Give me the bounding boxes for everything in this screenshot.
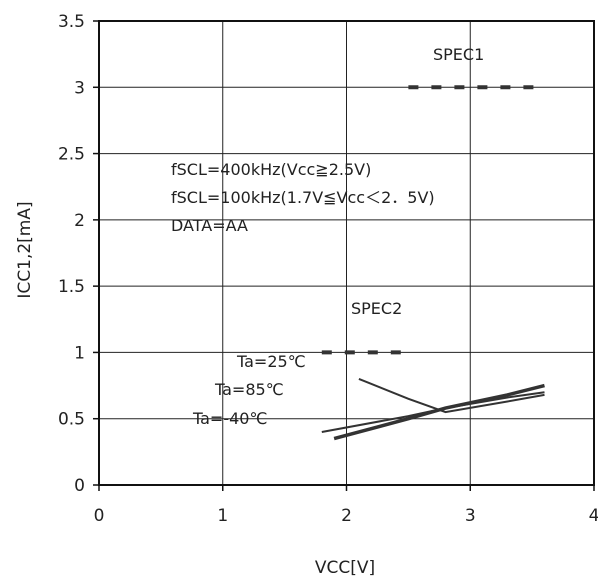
series-layer <box>321 85 545 441</box>
y-tick-label: 0 <box>74 476 85 496</box>
x-tick-label: 4 <box>589 506 598 526</box>
label-ta-85: Ta=85℃ <box>214 380 284 399</box>
x-axis-label: VCC[V] <box>315 558 375 578</box>
annotation-fscl-100: fSCL=100kHz(1.7V≦Vcc＜2．5V) <box>171 188 435 207</box>
label-spec2: SPEC2 <box>351 299 402 318</box>
series-ta-85 <box>333 383 545 441</box>
x-tick-label: 1 <box>217 506 228 526</box>
y-tick-label: 2 <box>74 211 85 231</box>
y-ticks: 0 0.5 1 1.5 2 2.5 3 3.5 <box>58 12 99 496</box>
annotation-fscl-400: fSCL=400kHz(Vcc≧2.5V) <box>171 160 371 179</box>
y-tick-label: 3.5 <box>58 12 85 32</box>
y-tick-label: 3 <box>74 78 85 98</box>
label-ta-minus-40: Ta=-40℃ <box>192 409 267 428</box>
x-tick-label: 0 <box>94 506 105 526</box>
label-spec1: SPEC1 <box>433 45 484 64</box>
grid <box>99 21 594 485</box>
y-tick-label: 1.5 <box>58 277 85 297</box>
label-ta-25: Ta=25℃ <box>236 352 306 371</box>
series-ta-minus-40 <box>358 377 545 414</box>
x-ticks: 0 1 2 3 4 <box>94 485 598 526</box>
y-tick-label: 1 <box>74 343 85 363</box>
x-tick-label: 3 <box>465 506 476 526</box>
y-tick-label: 2.5 <box>58 145 85 165</box>
y-tick-label: 0.5 <box>58 410 85 430</box>
y-axis-label: ICC1,2[mA] <box>15 201 35 298</box>
annotation-data: DATA=AA <box>171 216 248 235</box>
x-tick-label: 2 <box>341 506 352 526</box>
